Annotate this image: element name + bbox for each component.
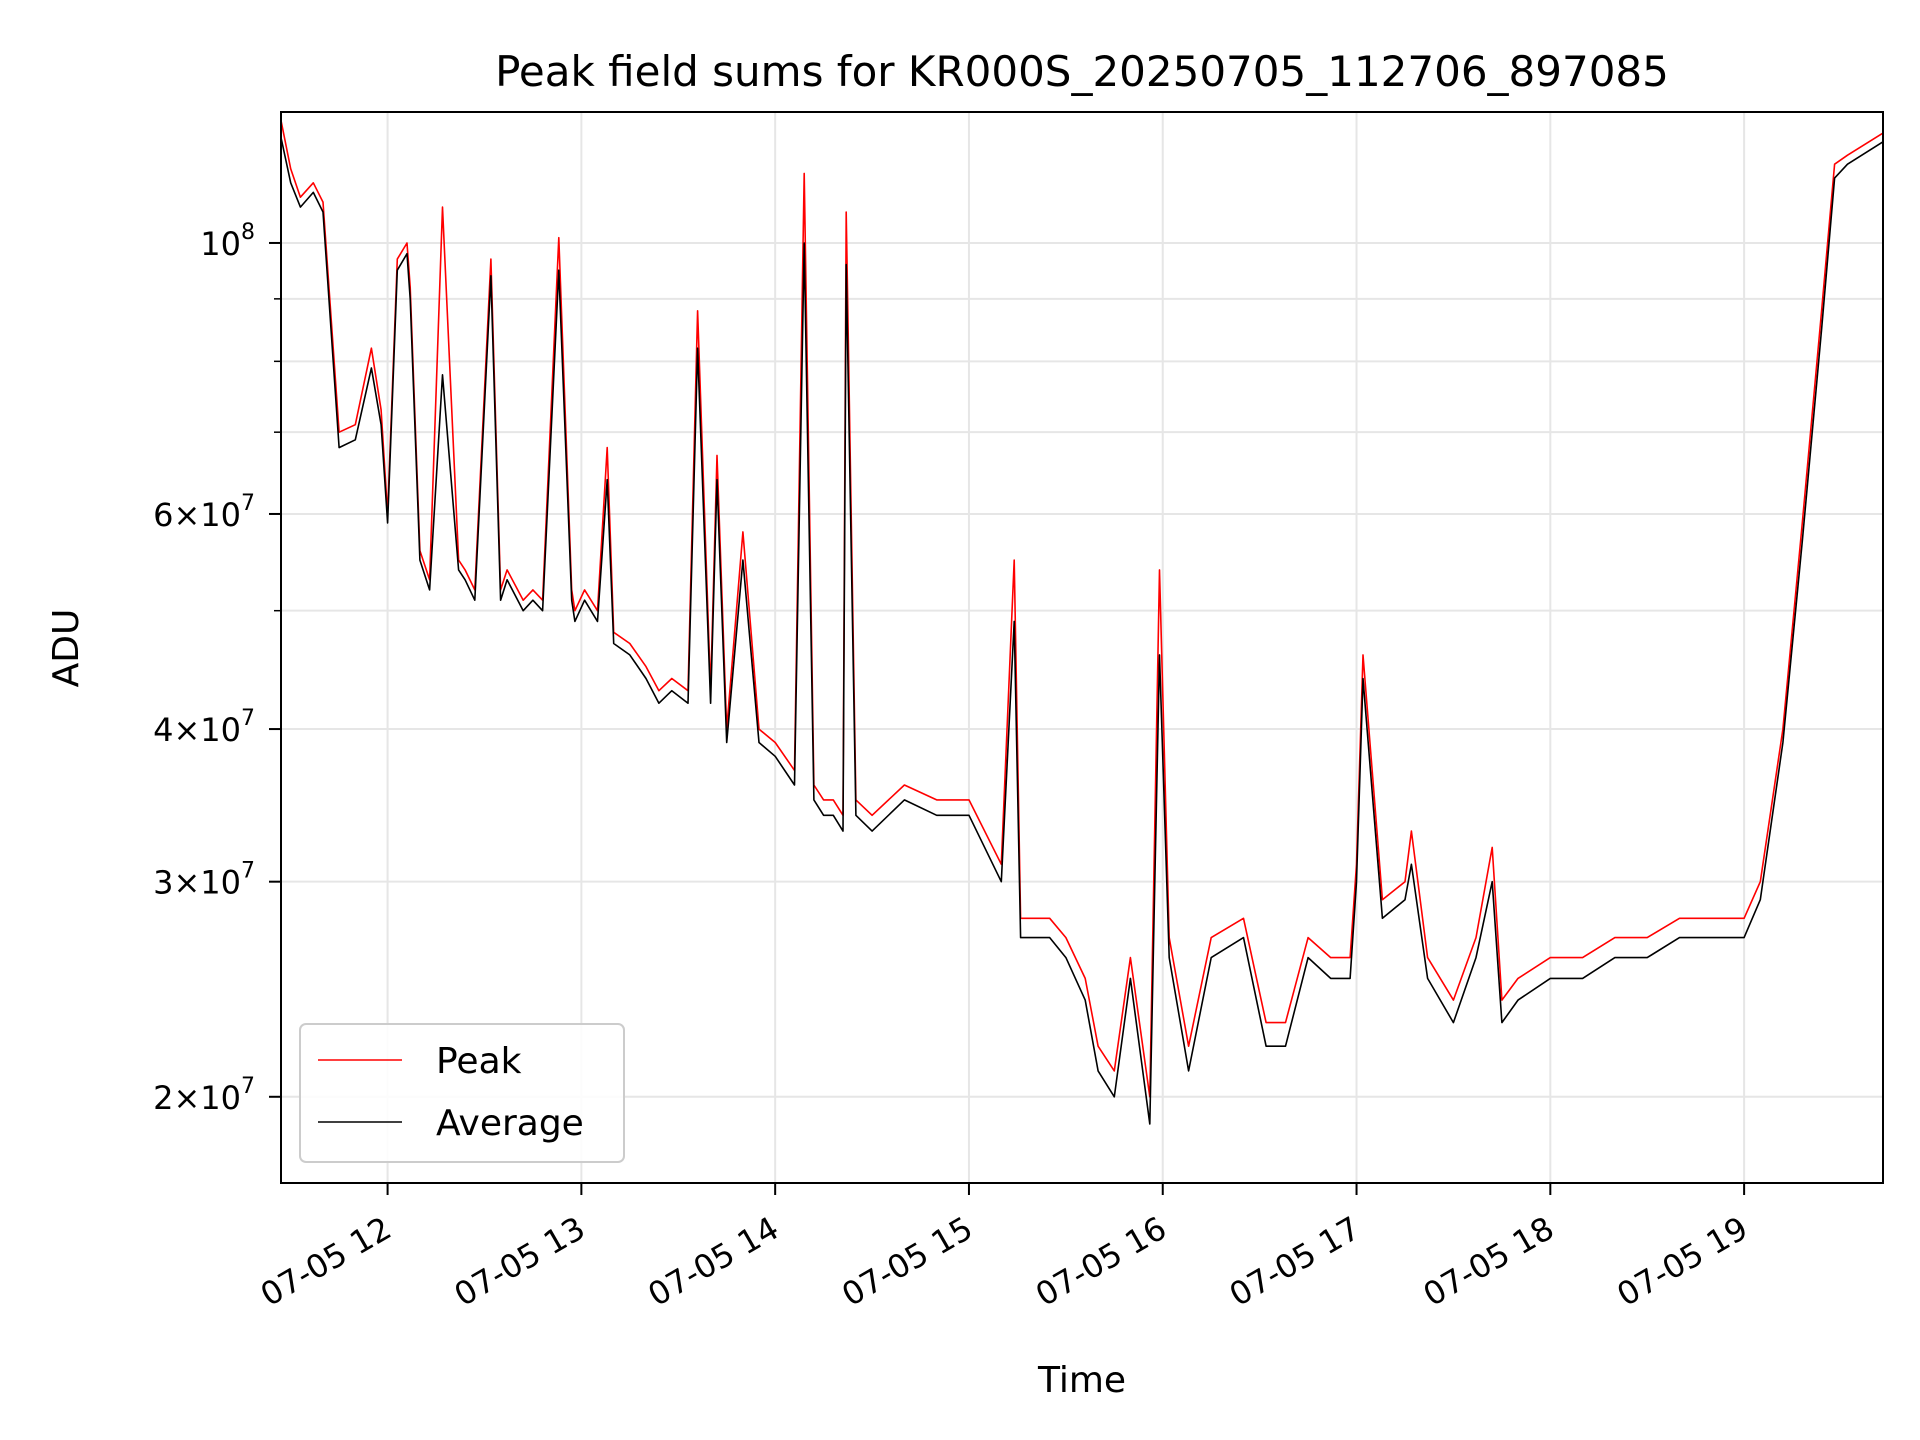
series-line-average — [280, 137, 1884, 1125]
legend-box — [299, 1023, 625, 1163]
legend: Peak Average — [299, 1023, 625, 1163]
y-tick-label: 108 — [200, 220, 255, 263]
grid — [281, 112, 1883, 1183]
x-tick-label: 07-05 12 — [254, 1209, 398, 1314]
chart-title: Peak field sums for KR000S_20250705_1127… — [495, 47, 1669, 96]
x-axis: 07-05 12 07-05 13 07-05 14 07-05 15 07-05 16… — [254, 1183, 1754, 1314]
legend-label-average: Average — [436, 1103, 584, 1144]
x-tick-label: 07-05 16 — [1029, 1209, 1173, 1314]
x-tick-label: 07-05 14 — [642, 1209, 786, 1314]
x-tick-label: 07-05 18 — [1417, 1209, 1561, 1314]
y-axis: 2×107 3×107 4×107 6×107 108 — [153, 220, 281, 1117]
y-axis-label: ADU — [46, 609, 87, 688]
y-tick-label: 3×107 — [153, 859, 255, 902]
y-tick-label: 4×107 — [153, 706, 255, 749]
x-axis-label: Time — [1037, 1360, 1126, 1401]
legend-label-peak: Peak — [436, 1041, 522, 1082]
x-tick-label: 07-05 19 — [1611, 1209, 1755, 1314]
series-layer — [280, 120, 1884, 1125]
y-tick-label: 2×107 — [153, 1074, 255, 1117]
x-tick-label: 07-05 15 — [835, 1209, 979, 1314]
y-tick-label: 6×107 — [153, 491, 255, 534]
x-tick-label: 07-05 17 — [1223, 1209, 1367, 1314]
plot-frame — [280, 111, 1884, 1184]
x-tick-label: 07-05 13 — [448, 1209, 592, 1314]
